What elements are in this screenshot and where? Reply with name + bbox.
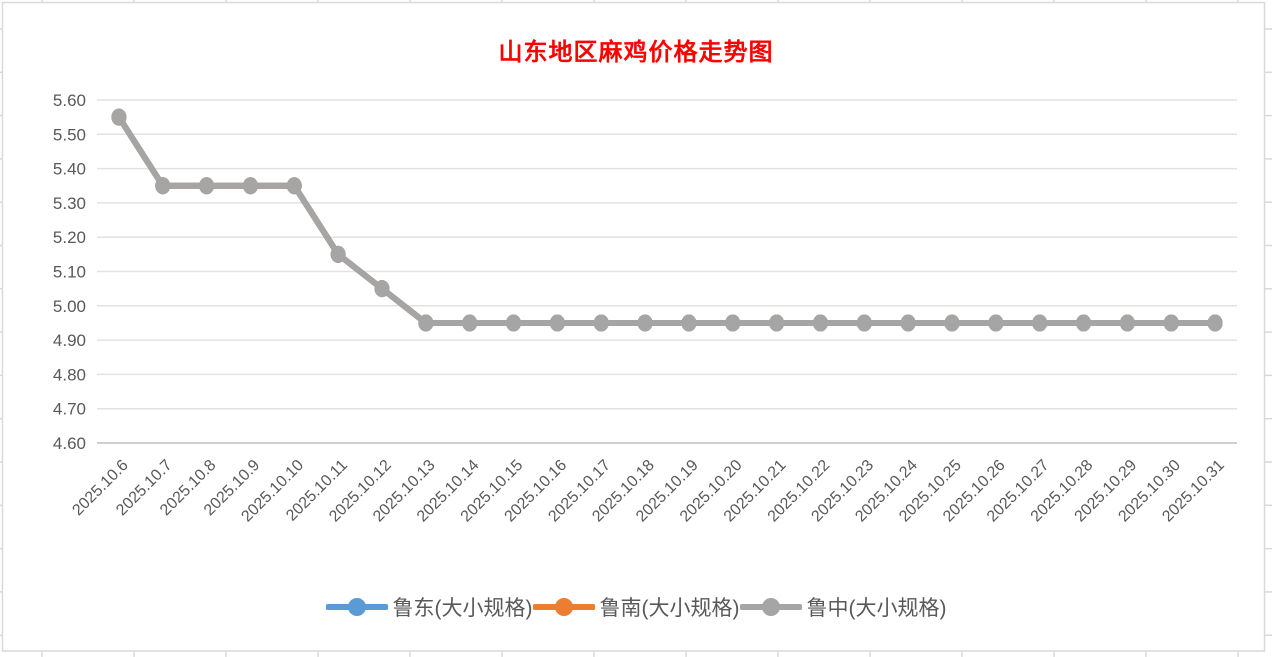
series-line[interactable] [115,114,1219,326]
legend-dot [347,598,366,616]
data-point[interactable] [506,314,522,332]
data-point[interactable] [1207,314,1223,332]
legend-label: 鲁东(大小规格) [392,597,533,620]
chart-title: 山东地区麻鸡价格走势图 [498,37,774,66]
legend-item-鲁南(大小规格)[interactable]: 鲁南(大小规格) [532,592,740,622]
legend: 鲁东(大小规格) 鲁南(大小规格) 鲁中(大小规格) [0,592,1272,622]
series-鲁东(大小规格)[interactable] [111,108,1223,332]
data-point[interactable] [462,314,478,332]
legend-marker [739,598,802,616]
data-point[interactable] [593,314,609,332]
y-axis-tick-label: 5.20 [53,228,86,247]
data-point[interactable] [725,314,741,332]
series-line[interactable] [115,114,1219,326]
data-point[interactable] [944,314,960,332]
y-axis-tick-label: 5.00 [53,297,86,316]
y-axis-tick-label: 5.60 [53,91,86,110]
y-axis-tick-label: 5.10 [53,263,86,282]
data-point[interactable] [549,314,565,332]
data-point[interactable] [199,177,215,195]
y-axis-tick-label: 4.80 [53,365,86,384]
y-axis-tick-label: 4.70 [53,400,86,419]
legend-label: 鲁南(大小规格) [599,597,740,620]
data-point[interactable] [374,280,390,298]
legend-marker [532,598,595,616]
legend-item-鲁东(大小规格)[interactable]: 鲁东(大小规格) [325,592,533,622]
y-axis-tick-label: 5.50 [53,125,86,144]
y-axis-tick-label: 4.60 [53,434,86,453]
data-point[interactable] [1163,314,1179,332]
series-鲁中(大小规格)[interactable] [111,108,1223,332]
data-point[interactable] [681,314,697,332]
data-point[interactable] [637,314,653,332]
data-point[interactable] [155,177,171,195]
legend-label: 鲁中(大小规格) [806,597,947,620]
data-point[interactable] [1032,314,1048,332]
data-point[interactable] [242,177,258,195]
legend-dot [554,598,573,616]
data-point[interactable] [1076,314,1092,332]
data-point[interactable] [812,314,828,332]
data-point[interactable] [330,245,346,263]
y-axis-tick-label: 4.90 [53,331,86,350]
legend-dot [761,598,780,616]
data-point[interactable] [418,314,434,332]
data-point[interactable] [286,177,302,195]
y-axis-tick-label: 5.30 [53,194,86,213]
data-point[interactable] [900,314,916,332]
legend-item-鲁中(大小规格)[interactable]: 鲁中(大小规格) [739,592,947,622]
y-axis-tick-label: 5.40 [53,160,86,179]
series-line[interactable] [115,114,1219,326]
data-point[interactable] [1119,314,1135,332]
series-鲁南(大小规格)[interactable] [111,108,1223,332]
data-point[interactable] [988,314,1004,332]
data-point[interactable] [856,314,872,332]
data-point[interactable] [111,108,127,126]
data-point[interactable] [769,314,785,332]
legend-marker [325,598,388,616]
